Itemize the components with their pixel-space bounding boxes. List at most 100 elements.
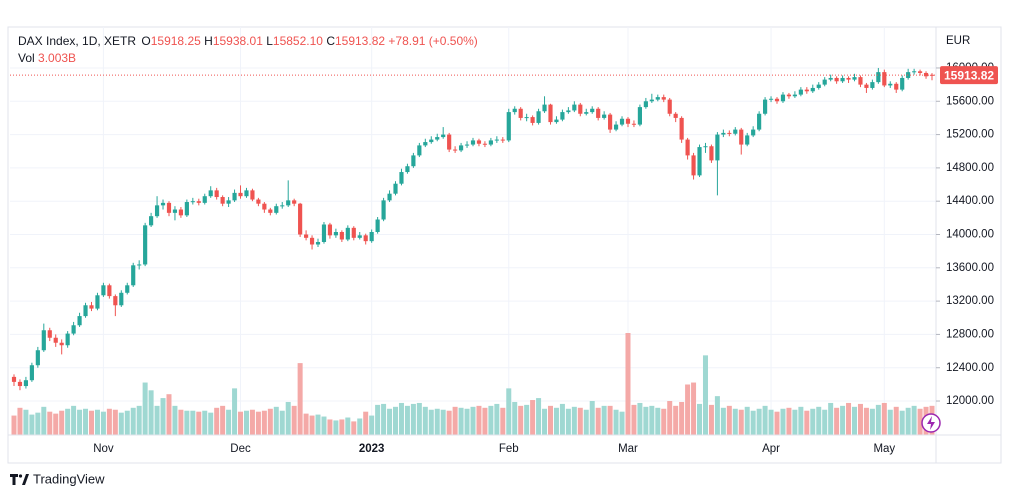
volume-bar xyxy=(857,403,863,435)
low-value: 15852.10 xyxy=(273,34,323,48)
candle-body xyxy=(488,140,493,145)
last-price-tag xyxy=(940,66,998,85)
volume-bar xyxy=(196,411,202,435)
volume-bar xyxy=(786,407,792,435)
candle-body xyxy=(852,77,857,80)
volume-bar xyxy=(148,390,154,435)
volume-bar xyxy=(357,418,363,435)
volume-bar xyxy=(446,410,452,435)
candle-body xyxy=(149,216,154,226)
volume-bar xyxy=(333,420,339,435)
candle-body xyxy=(304,234,309,238)
volume-bar xyxy=(440,409,446,435)
candle-body xyxy=(691,155,696,176)
candle-body xyxy=(578,104,583,114)
candle-body xyxy=(572,104,577,111)
candle-body xyxy=(65,333,70,346)
volume-bar xyxy=(118,412,124,435)
volume-bar xyxy=(94,409,100,435)
candle-body xyxy=(333,231,338,236)
candle-body xyxy=(882,72,887,86)
candle-body xyxy=(470,140,476,145)
volume-bar xyxy=(88,410,94,435)
candle-body xyxy=(560,112,565,120)
open-label: O xyxy=(141,34,150,48)
volume-bar xyxy=(619,411,625,435)
candle-body xyxy=(864,84,869,88)
volume-bar xyxy=(351,421,357,435)
volume-bar xyxy=(279,410,285,435)
candle-body xyxy=(834,77,839,82)
candle-body xyxy=(596,108,601,118)
candle-body xyxy=(798,89,803,95)
candle-body xyxy=(250,190,255,200)
candle-body xyxy=(274,206,279,213)
x-tick-label: Apr xyxy=(762,443,780,455)
volume-bar xyxy=(130,407,136,435)
open-value: 15918.25 xyxy=(151,34,201,48)
x-tick-label: 2023 xyxy=(359,443,385,455)
candle-body xyxy=(41,330,46,351)
x-tick-label: Nov xyxy=(93,443,114,455)
volume-bar xyxy=(828,402,834,435)
candle-body xyxy=(584,112,589,114)
candle-body xyxy=(107,285,112,297)
volume-bar xyxy=(255,411,261,435)
y-tick-label: 13200.00 xyxy=(946,295,994,307)
volume-bar xyxy=(625,333,631,435)
candle-body xyxy=(679,117,684,140)
volume-bar xyxy=(697,403,703,435)
volume-bar xyxy=(553,407,559,435)
candle-body xyxy=(345,227,350,240)
volume-bar xyxy=(208,412,214,435)
candle-body xyxy=(619,118,625,125)
time-axis: Nov Dec 2023 Feb Mar Apr May xyxy=(93,443,895,455)
volume-bar xyxy=(691,382,697,435)
candle-body xyxy=(822,79,827,85)
volume-bar xyxy=(846,402,852,435)
volume-bar xyxy=(816,406,822,435)
candle-body xyxy=(178,209,183,216)
y-tick-label: 14800.00 xyxy=(946,162,994,174)
candle-body xyxy=(685,139,690,156)
y-tick-label: 14000.00 xyxy=(946,229,994,241)
volume-bar xyxy=(315,414,321,435)
volume-bar xyxy=(393,406,399,435)
y-tick-label: 13600.00 xyxy=(946,262,994,274)
volume-bar xyxy=(238,411,244,435)
volume-bar xyxy=(458,407,464,435)
volume-bar xyxy=(893,406,899,435)
volume-bar xyxy=(172,405,178,435)
candle-body xyxy=(35,350,40,366)
volume-bar xyxy=(327,419,333,435)
volume-bar xyxy=(124,410,130,435)
volume-bar xyxy=(780,408,786,435)
candle-body xyxy=(381,200,386,220)
grid xyxy=(10,27,936,435)
x-tick-label: May xyxy=(873,443,895,455)
candle-body xyxy=(697,147,702,176)
volume-bar xyxy=(23,409,29,435)
volume-bar xyxy=(792,409,798,435)
candle-body xyxy=(375,219,380,232)
volume-bar xyxy=(220,405,226,435)
candle-body xyxy=(137,264,142,266)
volume-bar xyxy=(77,409,83,435)
candle-body xyxy=(190,201,195,203)
candle-body xyxy=(727,132,732,134)
candle-body xyxy=(906,72,911,78)
volume-bar xyxy=(905,407,911,435)
legend-volume: Vol 3.003B xyxy=(18,51,76,65)
volume-bar xyxy=(667,401,673,435)
volume-bar xyxy=(559,403,565,435)
volume-bar xyxy=(649,405,655,435)
volume-bar xyxy=(226,409,232,435)
volume-bar xyxy=(184,410,190,435)
candle-body xyxy=(739,129,744,145)
volume-bar xyxy=(738,409,744,435)
candle-body xyxy=(309,237,315,245)
volume-bar xyxy=(852,406,858,435)
volume-bar xyxy=(702,355,708,435)
volume-bar xyxy=(685,384,691,435)
volume-bar xyxy=(267,408,273,435)
